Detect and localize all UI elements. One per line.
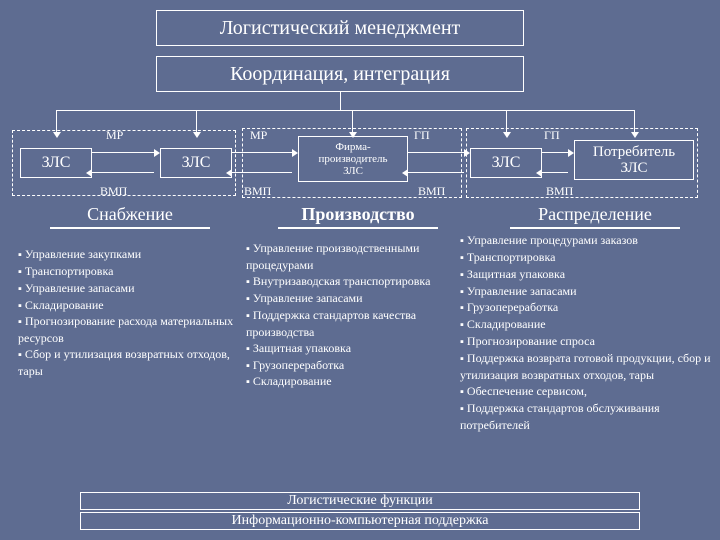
conn-h <box>56 110 634 111</box>
bullet-item: Прогнозирование расхода материальных рес… <box>18 313 238 346</box>
bullet-item: Прогнозирование спроса <box>460 333 718 350</box>
dashed-group <box>12 130 236 196</box>
bullet-item: Защитная упаковка <box>246 340 456 357</box>
header2-text: Координация, интеграция <box>230 63 450 86</box>
bullet-item: Грузопереработка <box>246 357 456 374</box>
conn-drop <box>56 110 57 132</box>
bullet-item: Складирование <box>246 373 456 390</box>
header1-text: Логистический менеджмент <box>220 17 461 40</box>
bullet-item: Управление закупками <box>18 246 238 263</box>
bullet-column-0: Управление закупкамиТранспортировкаУправ… <box>18 246 238 379</box>
bullet-item: Поддержка стандартов качества производст… <box>246 307 456 340</box>
bullet-item: Внутризаводская транспортировка <box>246 273 456 290</box>
conn-drop <box>196 110 197 132</box>
bullet-item: Защитная упаковка <box>460 266 718 283</box>
bullet-column-2: Управление процедурами заказовТранспорти… <box>460 232 718 433</box>
bullet-item: Складирование <box>460 316 718 333</box>
section-title: Распределение <box>510 204 680 229</box>
bullet-item: Поддержка возврата готовой продукции, сб… <box>460 350 718 383</box>
dashed-group <box>242 128 462 198</box>
bullet-item: Управление запасами <box>246 290 456 307</box>
bullet-column-1: Управление производственными процедурами… <box>246 240 456 390</box>
bullet-item: Управление запасами <box>18 280 238 297</box>
bullet-item: Управление процедурами заказов <box>460 232 718 249</box>
bullet-item: Сбор и утилизация возвратных отходов, та… <box>18 346 238 379</box>
dashed-group <box>466 128 698 198</box>
bullet-item: Транспортировка <box>18 263 238 280</box>
conn-main <box>340 92 341 110</box>
bullet-item: Управление запасами <box>460 283 718 300</box>
footer-functions: Логистические функции <box>80 492 640 510</box>
footer1-text: Логистические функции <box>287 493 433 509</box>
section-title: Снабжение <box>50 204 210 229</box>
header-logistics: Логистический менеджмент <box>156 10 524 46</box>
bullet-item: Транспортировка <box>460 249 718 266</box>
header-coordination: Координация, интеграция <box>156 56 524 92</box>
footer2-text: Информационно-компьютерная поддержка <box>232 513 489 529</box>
bullet-item: Управление производственными процедурами <box>246 240 456 273</box>
bullet-item: Складирование <box>18 297 238 314</box>
bullet-item: Обеспечение сервисом, <box>460 383 718 400</box>
bullet-item: Поддержка стандартов обслуживания потреб… <box>460 400 718 433</box>
bullet-item: Грузопереработка <box>460 299 718 316</box>
section-title: Производство <box>278 204 438 229</box>
footer-it-support: Информационно-компьютерная поддержка <box>80 512 640 530</box>
